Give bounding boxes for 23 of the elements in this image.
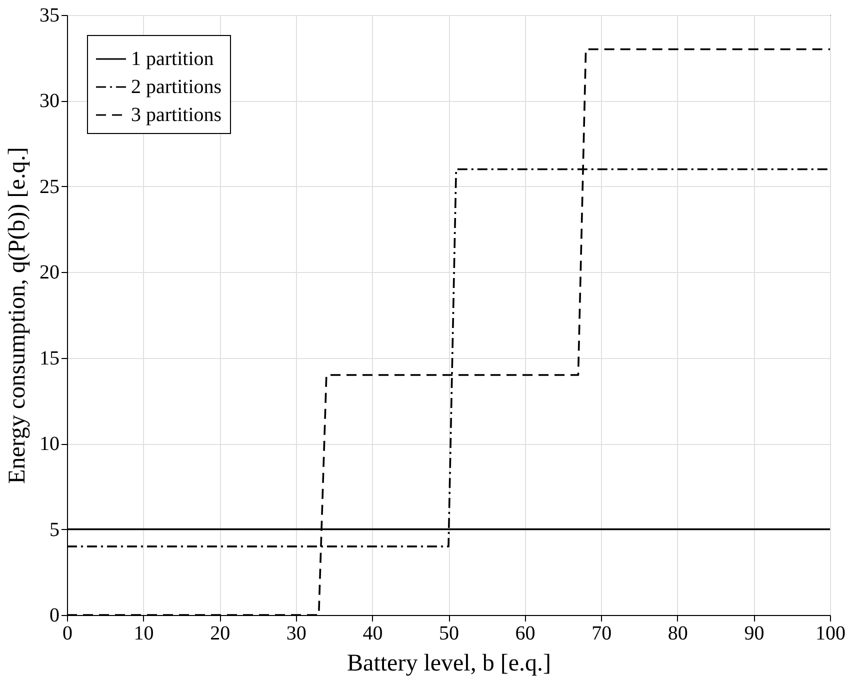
x-tick-label: 80: [668, 622, 688, 644]
y-tick-label: 0: [50, 604, 60, 626]
x-tick-label: 30: [286, 622, 306, 644]
x-tick-label: 90: [744, 622, 764, 644]
legend-label: 2 partitions: [131, 76, 222, 98]
x-tick-label: 20: [210, 622, 230, 644]
x-tick-label: 60: [515, 622, 536, 644]
x-tick-label: 10: [134, 622, 154, 644]
x-tick-label: 40: [362, 622, 383, 644]
y-tick-label: 20: [40, 262, 60, 284]
y-tick-label: 10: [40, 433, 60, 456]
legend-label: 3 partitions: [131, 104, 222, 126]
y-tick-label: 15: [40, 347, 60, 370]
x-tick-label: 50: [439, 622, 459, 644]
y-tick-label: 30: [40, 90, 60, 112]
x-tick-label: 70: [592, 622, 612, 644]
y-tick-label: 25: [40, 176, 60, 198]
legend-label: 1 partition: [131, 48, 214, 70]
y-axis-title: Energy consumption, q(P(b)) [e.q.]: [4, 147, 30, 484]
x-tick-label: 100: [816, 622, 846, 644]
x-axis-title: Battery level, b [e.q.]: [347, 650, 551, 676]
y-tick-label: 5: [50, 518, 60, 541]
y-tick-label: 35: [40, 4, 60, 26]
